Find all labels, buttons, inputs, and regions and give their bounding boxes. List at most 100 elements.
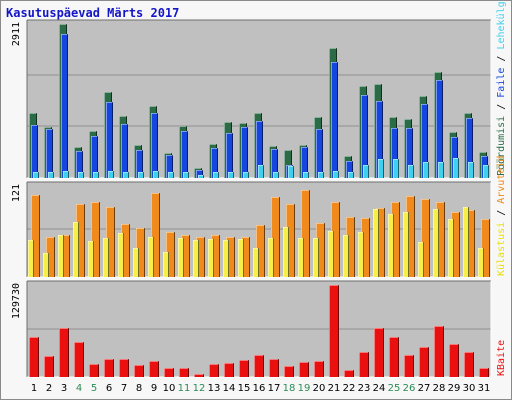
x-tick-label-day-22: 22: [343, 383, 356, 394]
panel-3-ymax-label: 129730: [11, 283, 22, 319]
sites-bar-day-11: [178, 238, 184, 277]
files-bar-day-9: [153, 171, 159, 178]
sites-bar-day-9: [148, 237, 154, 277]
kbytes-bar-day-19: [299, 362, 309, 377]
files-bar-day-30: [468, 162, 474, 178]
kbytes-bar-day-17: [269, 359, 279, 377]
x-tick-label-day-8: 8: [136, 383, 142, 394]
kbytes-bar-day-21: [329, 285, 339, 377]
hits-bar-day-11: [181, 131, 188, 178]
sites-bar-day-8: [133, 248, 139, 277]
files-bar-day-7: [123, 172, 129, 178]
x-tick-label-day-10: 10: [163, 383, 176, 394]
sites-bar-day-17: [268, 238, 274, 277]
x-tick-label-day-24: 24: [373, 383, 386, 394]
x-tick-label-day-21: 21: [328, 383, 341, 394]
kbytes-bar-day-12: [194, 374, 204, 377]
files-bar-day-19: [303, 172, 309, 178]
files-bar-day-26: [408, 165, 414, 178]
hits-bar-day-7: [121, 124, 128, 178]
sites-bar-day-27: [418, 242, 424, 277]
kbytes-bar-day-28: [434, 326, 444, 377]
sites-bar-day-20: [313, 238, 319, 277]
x-tick-label-day-5: 5: [91, 383, 97, 394]
panel-2-ymax-label: 121: [11, 184, 22, 202]
files-bar-day-8: [138, 172, 144, 178]
files-bar-day-3: [63, 171, 69, 178]
sites-bar-day-14: [223, 240, 229, 277]
kbytes-bar-day-25: [389, 337, 399, 377]
hits-bar-day-21: [331, 62, 338, 178]
sites-bar-day-31: [478, 248, 484, 277]
kbytes-bar-day-29: [449, 344, 459, 377]
kbytes-bar-day-5: [89, 364, 99, 377]
files-bar-day-18: [288, 166, 294, 178]
files-bar-day-16: [258, 165, 264, 178]
kbytes-bar-day-8: [134, 365, 144, 377]
kbytes-bar-day-16: [254, 355, 264, 377]
x-tick-label-day-7: 7: [121, 383, 127, 394]
x-tick-label-day-27: 27: [418, 383, 431, 394]
kbytes-bar-day-26: [404, 355, 414, 377]
x-tick-label-day-1: 1: [31, 383, 37, 394]
x-tick-label-day-28: 28: [433, 383, 446, 394]
x-tick-label-day-11: 11: [178, 383, 191, 394]
sites-bar-day-22: [343, 235, 349, 277]
files-bar-day-5: [93, 172, 99, 178]
files-bar-day-22: [348, 172, 354, 178]
kbytes-bar-day-1: [29, 337, 39, 377]
hits-bar-day-15: [241, 127, 248, 178]
files-bar-day-1: [33, 172, 39, 178]
sites-bar-day-30: [463, 207, 469, 277]
legend-middle-panel: Külastusi / Arvuteid: [496, 156, 507, 276]
files-bar-day-11: [183, 172, 189, 178]
legend-top-panel: Pöördumisi / Faile / Lehekülgi: [496, 0, 507, 176]
sites-bar-day-23: [358, 232, 364, 277]
files-bar-day-2: [48, 172, 54, 178]
legend-bottom-panel: KBaite: [496, 340, 507, 376]
x-tick-label-day-23: 23: [358, 383, 371, 394]
files-bar-day-10: [168, 172, 174, 178]
hits-bar-day-2: [46, 129, 53, 178]
kbytes-bar-day-9: [149, 361, 159, 377]
x-tick-label-day-16: 16: [253, 383, 266, 394]
kbytes-bar-day-7: [119, 359, 129, 377]
kbytes-bar-day-27: [419, 347, 429, 377]
x-tick-label-day-9: 9: [151, 383, 157, 394]
chart-title: Kasutuspäevad Märts 2017: [6, 6, 180, 20]
kbytes-bar-day-3: [59, 328, 69, 377]
hits-bar-day-9: [151, 113, 158, 178]
kbytes-bar-day-18: [284, 366, 294, 377]
hits-bar-day-3: [61, 34, 68, 178]
x-tick-label-day-30: 30: [463, 383, 476, 394]
kbytes-bar-day-4: [74, 342, 84, 377]
x-tick-label-day-31: 31: [478, 383, 491, 394]
kbytes-bar-day-11: [179, 368, 189, 377]
sites-bar-day-1: [28, 240, 34, 277]
kbytes-bar-day-6: [104, 359, 114, 377]
x-tick-label-day-3: 3: [61, 383, 67, 394]
sites-bar-day-7: [118, 233, 124, 277]
x-tick-label-day-18: 18: [283, 383, 296, 394]
files-bar-day-14: [228, 172, 234, 178]
files-bar-day-4: [78, 172, 84, 178]
x-tick-label-day-15: 15: [238, 383, 251, 394]
files-bar-day-29: [453, 158, 459, 178]
sites-bar-day-21: [328, 231, 334, 277]
kbytes-bar-day-10: [164, 368, 174, 377]
files-bar-day-23: [363, 165, 369, 178]
kbytes-bar-day-22: [344, 370, 354, 377]
sites-bar-day-28: [433, 209, 439, 277]
files-bar-day-21: [333, 171, 339, 178]
files-bar-day-13: [213, 172, 219, 178]
files-bar-day-25: [393, 159, 399, 178]
kbytes-bar-day-15: [239, 360, 249, 377]
hits-bar-day-14: [226, 133, 233, 178]
kbytes-bar-day-13: [209, 364, 219, 377]
sites-bar-day-10: [163, 252, 169, 277]
sites-bar-day-24: [373, 209, 379, 277]
sites-bar-day-3: [58, 235, 64, 277]
x-tick-label-day-29: 29: [448, 383, 461, 394]
hits-bar-day-28: [436, 80, 443, 178]
